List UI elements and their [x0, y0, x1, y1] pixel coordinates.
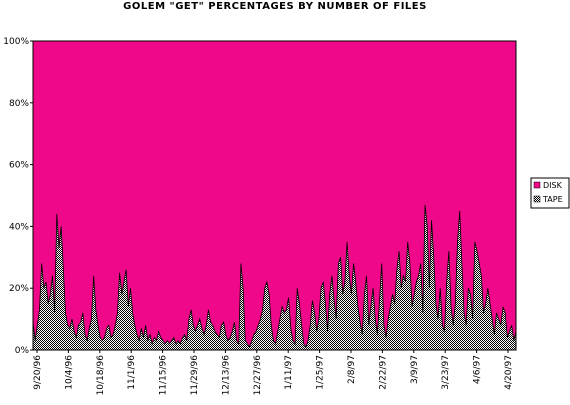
x-tick-label: 1/11/97: [284, 355, 294, 390]
disk-area: [33, 41, 516, 350]
x-tick-label: 2/8/97: [347, 355, 357, 384]
x-tick-label: 1/25/97: [316, 355, 326, 390]
legend-swatch-disk: [533, 181, 541, 189]
x-tick-label: 4/20/97: [504, 355, 514, 390]
legend: DISK TAPE: [530, 177, 570, 209]
x-tick-label: 10/18/96: [96, 355, 106, 396]
legend-swatch-tape: [533, 195, 541, 203]
x-tick-label: 2/22/97: [378, 355, 388, 390]
legend-label-tape: TAPE: [542, 195, 563, 204]
legend-label-disk: DISK: [543, 181, 563, 190]
x-tick-label: 3/9/97: [410, 355, 420, 384]
x-tick-label: 4/6/97: [473, 355, 483, 384]
x-tick-label: 12/27/96: [253, 355, 263, 396]
y-tick-label: 80%: [9, 99, 29, 109]
plot-area: [32, 40, 517, 351]
y-tick-label: 20%: [9, 284, 29, 294]
x-tick-label: 10/4/96: [64, 355, 74, 390]
x-tick-label: 11/15/96: [159, 355, 169, 396]
y-tick-label: 40%: [9, 222, 29, 232]
tape-area: [32, 204, 517, 351]
x-tick-label: 11/29/96: [190, 355, 200, 396]
chart-title: GOLEM "GET" PERCENTAGES BY NUMBER OF FIL…: [123, 1, 427, 12]
y-tick-label: 60%: [9, 161, 29, 171]
y-axis: 0% 20% 40% 60% 80% 100%: [3, 37, 33, 356]
plot-border: [32, 40, 517, 351]
x-tick-label: 3/23/97: [441, 355, 451, 390]
x-axis: 9/20/96 10/4/96 10/18/96 11/1/96 11/15/96 11/…: [33, 350, 514, 395]
x-tick-label: 9/20/96: [33, 355, 43, 390]
x-tick-label: 11/1/96: [127, 355, 137, 390]
y-tick-label: 0%: [15, 346, 30, 356]
y-tick-label: 100%: [3, 37, 29, 47]
x-tick-label: 12/13/96: [221, 355, 231, 396]
